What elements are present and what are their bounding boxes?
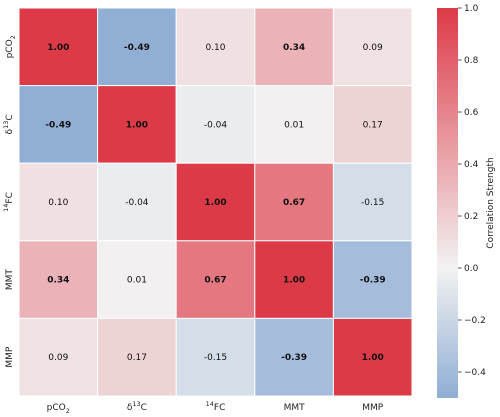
x-tick-label-deltac13: δ13C: [127, 400, 147, 413]
heatmap-cell-0-4: [332, 7, 413, 87]
heatmap-cell-2-4: [332, 162, 413, 242]
cell-value-label: 0.34: [283, 43, 305, 53]
heatmap-value-labels: 1.00 -0.49 0.10 0.34 0.09 -0.49 1.00 -0.04 0.01 0…: [45, 43, 385, 363]
x-tick-label-mmt: MMT: [284, 403, 306, 413]
cell-value-label: 0.17: [363, 120, 383, 130]
y-tick-label-f14c: 14FC: [2, 192, 15, 212]
cell-value-label: -0.39: [281, 353, 307, 363]
heatmap-cell-3-0: [18, 240, 99, 319]
cell-value-label: -0.15: [204, 353, 227, 363]
heatmap-cell-2-2: [175, 162, 256, 242]
y-tick-label-deltac13: δ13C: [2, 114, 15, 134]
colorbar-tick-label: 0.4: [464, 160, 479, 170]
heatmap-cell-0-1: [97, 7, 177, 87]
cell-value-label: -0.15: [361, 198, 384, 208]
heatmap-cell-3-1: [97, 240, 177, 319]
colorbar-tick-label: −0.4: [464, 368, 486, 378]
x-tick-label-pco2: pCO2: [47, 403, 70, 415]
cell-value-label: 0.10: [48, 198, 68, 208]
x-tick-label-f14c: 14FC: [206, 400, 226, 413]
heatmap-cell-0-3: [254, 7, 334, 87]
heatmap-cell-4-2: [175, 317, 256, 397]
cell-value-label: 0.09: [48, 353, 68, 363]
heatmap-cell-2-1: [97, 162, 177, 242]
y-tick-label-pco2: pCO2: [5, 35, 17, 58]
cell-value-label: -0.04: [125, 198, 149, 208]
heatmap-cell-2-3: [254, 162, 334, 242]
heatmap-cells: [18, 7, 413, 397]
heatmap-cell-4-0: [18, 317, 99, 397]
colorbar-tick-label: 0.2: [464, 212, 478, 222]
colorbar-tick-label: 0.0: [464, 264, 479, 274]
cell-value-label: -0.04: [204, 120, 228, 130]
heatmap-cell-1-0: [18, 85, 99, 164]
cell-value-label: -0.39: [360, 276, 386, 286]
cell-value-label: 0.67: [283, 198, 305, 208]
colorbar: [437, 8, 458, 398]
colorbar-tick-label: 0.8: [464, 56, 479, 66]
heatmap-cell-4-4: [332, 317, 413, 397]
cell-value-label: 0.10: [205, 43, 225, 53]
cell-value-label: 0.01: [284, 120, 304, 130]
colorbar-tick-label: 1.0: [464, 4, 479, 14]
cell-value-label: 0.34: [47, 276, 69, 286]
heatmap-cell-3-2: [175, 240, 256, 319]
cell-value-label: -0.49: [45, 120, 71, 130]
cell-value-label: 0.09: [363, 43, 383, 53]
heatmap-cell-1-2: [175, 85, 256, 164]
colorbar-tick-label: −0.2: [464, 316, 486, 326]
cell-value-label: 1.00: [362, 353, 384, 363]
cell-value-label: 0.67: [204, 276, 226, 286]
y-axis-tick-labels: pCO2 δ13C 14FC MMT MMP: [2, 35, 17, 368]
y-tick-label-mmp: MMP: [5, 346, 15, 368]
y-tick-label-mmt: MMT: [5, 269, 15, 291]
colorbar-label: Correlation Strength: [486, 157, 496, 248]
cell-value-label: 1.00: [204, 198, 226, 208]
heatmap-cell-4-1: [97, 317, 177, 397]
cell-value-label: -0.49: [124, 43, 150, 53]
x-tick-label-mmp: MMP: [362, 403, 384, 413]
heatmap-cell-0-0: [18, 7, 99, 87]
heatmap-cell-1-4: [332, 85, 413, 164]
heatmap-cell-3-3: [254, 240, 334, 319]
colorbar-ticks: −0.4 −0.2 0.0 0.2 0.4 0.6 0.8 1.0: [458, 4, 486, 378]
colorbar-tick-label: 0.6: [464, 108, 479, 118]
cell-value-label: 0.17: [127, 353, 147, 363]
cell-value-label: 1.00: [47, 43, 69, 53]
cell-value-label: 1.00: [283, 276, 305, 286]
x-axis-tick-labels: pCO2 δ13C 14FC MMT MMP: [47, 400, 384, 415]
heatmap-cell-0-2: [175, 7, 256, 87]
cell-value-label: 1.00: [126, 120, 148, 130]
cell-value-label: 0.01: [127, 276, 147, 286]
heatmap-cell-3-4: [332, 240, 413, 319]
